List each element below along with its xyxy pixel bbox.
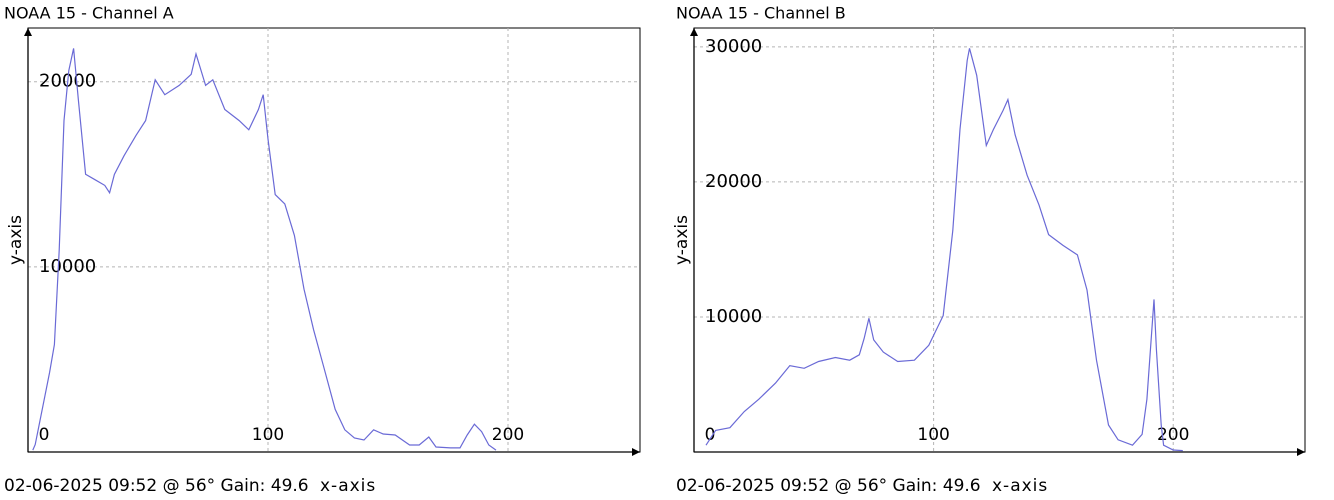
- x-tick-label: 200: [492, 425, 524, 445]
- plot-frame: [27, 27, 641, 453]
- data-line: [705, 48, 1183, 452]
- footer-background: [672, 474, 982, 498]
- footer-status: 02-06-2025 09:52 @ 56° Gain: 49.6: [4, 476, 309, 496]
- y-axis-label: y-axis: [672, 215, 692, 265]
- x-axis-arrow: [632, 448, 640, 456]
- x-axis-label: x-axis: [320, 476, 376, 496]
- y-tick-label: 10000: [39, 256, 96, 277]
- chart-title: NOAA 15 - Channel A: [4, 4, 174, 23]
- y-axis-arrow: [24, 28, 32, 36]
- y-tick-label: 30000: [705, 36, 762, 57]
- x-tick-label: 100: [917, 425, 949, 445]
- y-tick-label: 20000: [705, 171, 762, 192]
- data-line: [32, 48, 497, 451]
- x-tick-label: 0: [705, 425, 716, 445]
- x-axis-arrow: [1297, 448, 1305, 456]
- y-tick-label: 10000: [705, 306, 762, 327]
- plot-frame: [693, 27, 1306, 453]
- footer-status: 02-06-2025 09:52 @ 56° Gain: 49.6: [676, 476, 981, 496]
- footer-background: [0, 474, 310, 498]
- y-axis-label: y-axis: [6, 215, 26, 265]
- x-tick-label: 200: [1157, 425, 1189, 445]
- x-axis-label: x-axis: [992, 476, 1048, 496]
- y-axis-arrow: [690, 28, 698, 36]
- x-tick-label: 100: [252, 425, 284, 445]
- chart-title: NOAA 15 - Channel B: [676, 4, 846, 23]
- x-tick-label: 0: [39, 425, 50, 445]
